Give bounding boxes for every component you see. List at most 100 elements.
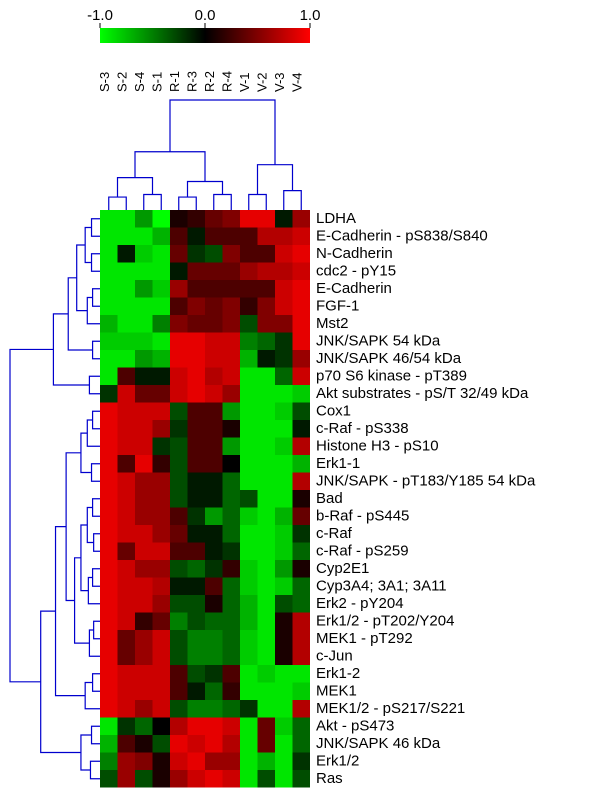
row-label: JNK/SAPK 54 kDa — [316, 333, 441, 350]
heatmap-cell — [223, 508, 241, 526]
column-label: V-4 — [289, 72, 304, 92]
heatmap-cell — [135, 490, 153, 508]
heatmap-cell — [135, 350, 153, 368]
colorbar-tick-label: -1.0 — [87, 7, 113, 24]
heatmap-cell — [240, 578, 258, 596]
dendro-branch — [87, 420, 100, 446]
heatmap-cell — [258, 700, 276, 718]
heatmap-cell — [170, 228, 188, 246]
heatmap-cell — [275, 700, 293, 718]
heatmap-cell — [153, 228, 171, 246]
row-label: Erk1-2 — [316, 665, 360, 682]
heatmap-cell — [100, 595, 118, 613]
heatmap-cell — [275, 543, 293, 561]
dendro-branch — [92, 254, 100, 272]
heatmap-cell — [293, 368, 311, 386]
heatmap-cell — [205, 455, 223, 473]
heatmap-cell — [293, 560, 311, 578]
heatmap-cell — [170, 735, 188, 753]
row-label: LDHA — [316, 210, 356, 227]
column-label: R-2 — [202, 71, 217, 92]
heatmap-cell — [223, 245, 241, 263]
heatmap-cell — [188, 648, 206, 666]
heatmap-cell — [188, 560, 206, 578]
heatmap-cell — [258, 718, 276, 736]
heatmap-cell — [118, 508, 136, 526]
heatmap-cell — [205, 210, 223, 228]
row-label: p70 S6 kinase - pT389 — [316, 368, 467, 385]
heatmap-cell — [293, 403, 311, 421]
heatmap-cell — [240, 718, 258, 736]
heatmap-cell — [153, 543, 171, 561]
heatmap-cell — [170, 665, 188, 683]
heatmap-cell — [153, 508, 171, 526]
heatmap-cell — [293, 315, 311, 333]
heatmap-cell — [118, 648, 136, 666]
heatmap-cell — [170, 578, 188, 596]
heatmap-cell — [258, 665, 276, 683]
heatmap-cell — [223, 700, 241, 718]
heatmap-cell — [135, 735, 153, 753]
row-label: JNK/SAPK 46/54 kDa — [316, 350, 462, 367]
heatmap-cell — [223, 543, 241, 561]
heatmap-cell — [170, 543, 188, 561]
row-label: E-Cadherin - pS838/S840 — [316, 228, 488, 245]
heatmap-cell — [135, 595, 153, 613]
heatmap-cell — [170, 508, 188, 526]
heatmap-cell — [223, 315, 241, 333]
heatmap-cell — [100, 753, 118, 771]
heatmap-cell — [135, 613, 153, 631]
heatmap-cell — [240, 245, 258, 263]
heatmap-cell — [223, 280, 241, 298]
heatmap-cell — [188, 455, 206, 473]
heatmap-cell — [258, 753, 276, 771]
heatmap-cell — [100, 508, 118, 526]
heatmap-cell — [205, 595, 223, 613]
heatmap-cell — [153, 770, 171, 788]
heatmap-cell — [223, 420, 241, 438]
heatmap-cell — [153, 333, 171, 351]
heatmap-cell — [240, 333, 258, 351]
heatmap-cell — [275, 683, 293, 701]
heatmap-cell — [240, 455, 258, 473]
heatmap-cell — [135, 315, 153, 333]
dendro-branch — [88, 578, 100, 604]
heatmap-cell — [223, 368, 241, 386]
row-label: Cyp3A4; 3A1; 3A11 — [316, 578, 447, 595]
heatmap-cell — [135, 578, 153, 596]
heatmap-cell — [170, 298, 188, 316]
dendro-branch — [90, 761, 100, 779]
heatmap-cell — [240, 385, 258, 403]
dendro-branch — [81, 433, 92, 472]
heatmap-cell — [100, 368, 118, 386]
heatmap-cell — [223, 578, 241, 596]
heatmap-cell — [240, 298, 258, 316]
heatmap-cell — [275, 280, 293, 298]
heatmap-cell — [240, 263, 258, 281]
heatmap-cell — [153, 368, 171, 386]
heatmap-cell — [240, 683, 258, 701]
heatmap-cell — [258, 350, 276, 368]
row-label: b-Raf - pS445 — [316, 508, 409, 525]
heatmap-cell — [135, 420, 153, 438]
heatmap-cell — [118, 455, 136, 473]
row-label: Mst2 — [316, 315, 349, 332]
heatmap-cell — [293, 683, 311, 701]
heatmap-cell — [153, 665, 171, 683]
heatmap-cell — [223, 735, 241, 753]
heatmap-cell — [275, 613, 293, 631]
heatmap-cell — [205, 630, 223, 648]
heatmap-cell — [118, 525, 136, 543]
heatmap-cell — [293, 473, 311, 491]
heatmap-cell — [188, 263, 206, 281]
heatmap-cell — [118, 753, 136, 771]
heatmap — [100, 210, 310, 788]
dendro-branch — [179, 197, 197, 210]
heatmap-cell — [135, 665, 153, 683]
row-label: JNK/SAPK 46 kDa — [316, 735, 441, 752]
heatmap-cell — [275, 525, 293, 543]
heatmap-cell — [205, 543, 223, 561]
heatmap-cell — [153, 700, 171, 718]
heatmap-cell — [205, 560, 223, 578]
heatmap-cell — [170, 718, 188, 736]
